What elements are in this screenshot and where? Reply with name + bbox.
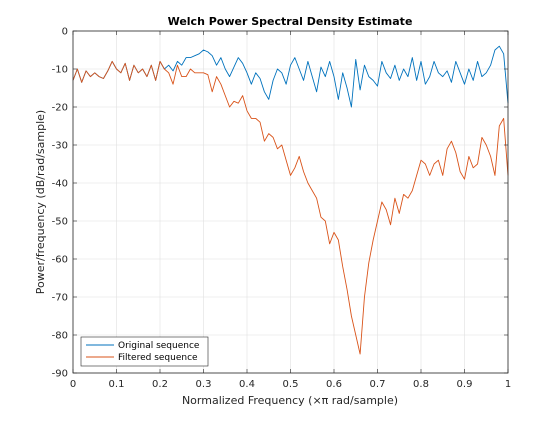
y-axis-label: Power/frequency (dB/rad/sample) [34, 110, 47, 294]
x-tick-label: 1 [505, 379, 511, 390]
y-tick-label: -50 [52, 217, 68, 228]
x-tick-label: 0.1 [109, 379, 125, 390]
series-layer [72, 45, 509, 355]
x-tick-label: 0.2 [152, 379, 168, 390]
x-tick-label: 0.4 [239, 379, 255, 390]
series-line-filtered [72, 60, 509, 355]
y-tick-label: -80 [52, 331, 68, 342]
x-tick-label: 0 [70, 379, 76, 390]
y-tick-label: -40 [52, 179, 68, 190]
x-tick-label: 0.6 [326, 379, 342, 390]
x-tick-label: 0.5 [283, 379, 299, 390]
y-tick-label: -30 [52, 141, 68, 152]
y-tick-label: 0 [62, 27, 68, 38]
ticks [72, 30, 509, 374]
x-tick-label: 0.7 [370, 379, 386, 390]
y-tick-label: -20 [52, 103, 68, 114]
y-tick-label: -90 [52, 369, 68, 380]
y-tick-label: -10 [52, 65, 68, 76]
tick-labels: 0 0.1 0.2 0.3 0.4 0.5 0.6 0.7 0.8 0.9 1 0 -10 -20 -30 -… [52, 27, 512, 391]
y-tick-label: -70 [52, 293, 68, 304]
legend-label-original: Original sequence [118, 341, 200, 351]
chart-title: Welch Power Spectral Density Estimate [168, 15, 413, 28]
legend-label-filtered: Filtered sequence [118, 353, 198, 363]
x-tick-label: 0.8 [413, 379, 429, 390]
y-tick-label: -60 [52, 255, 68, 266]
legend: Original sequence Filtered sequence [80, 336, 209, 367]
x-tick-label: 0.9 [457, 379, 473, 390]
x-tick-label: 0.3 [196, 379, 212, 390]
legend-box [80, 336, 209, 367]
x-axis-label: Normalized Frequency (×π rad/sample) [182, 394, 398, 407]
